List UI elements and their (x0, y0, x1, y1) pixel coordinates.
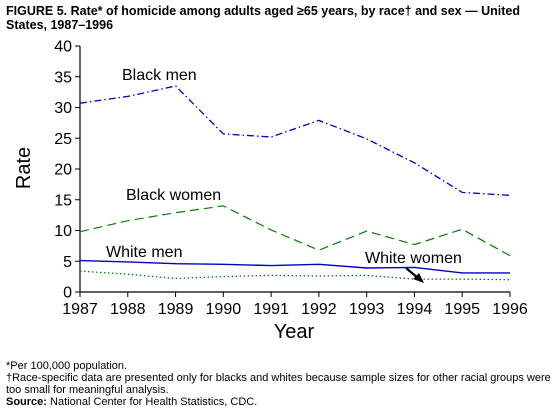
series-line-white-men (79, 259, 510, 274)
x-tick-label: 1987 (62, 301, 98, 318)
x-tick-label: 1995 (444, 301, 480, 318)
x-tick-label: 1993 (349, 301, 385, 318)
y-tick-label: 20 (54, 162, 72, 179)
figure-title: FIGURE 5. Rate* of homicide among adults… (6, 4, 520, 32)
series-line-black-women (79, 205, 511, 257)
series-label-black-women: Black women (126, 187, 221, 204)
series-labels: Black men Black women White men White women (106, 67, 462, 283)
line-chart: 0 5 10 15 20 25 30 35 40 1987 1988 1989 1990 1991 1992… (13, 39, 528, 344)
source-line: Source: National Center for Health Stati… (6, 396, 551, 408)
y-tick-label: 15 (54, 192, 72, 209)
series-line-black-men (79, 85, 511, 197)
x-tick-label: 1990 (206, 301, 242, 318)
source-label: Source: (6, 396, 47, 408)
white-women-pointer-arrowhead (413, 273, 424, 283)
y-tick-label: 10 (54, 223, 72, 240)
series-label-white-women: White women (365, 250, 462, 267)
footnote-per-population: *Per 100,000 population. (6, 360, 128, 372)
x-tick-label: 1989 (158, 301, 194, 318)
series-label-black-men: Black men (122, 67, 197, 84)
y-tick-label: 30 (54, 100, 72, 117)
x-tick-label: 1991 (253, 301, 289, 318)
y-tick-label: 0 (63, 285, 72, 302)
source-text: National Center for Health Statistics, C… (46, 396, 258, 408)
y-tick-label: 40 (54, 39, 72, 56)
series-label-white-men: White men (106, 244, 182, 261)
chart-axes: 0 5 10 15 20 25 30 35 40 1987 1988 1989 1990 1991 1992… (54, 39, 528, 319)
x-tick-label: 1994 (397, 301, 433, 318)
footnote-race: †Race-specific data are presented only f… (6, 372, 551, 396)
y-tick-label: 5 (63, 254, 72, 271)
series-line-white-women (79, 270, 511, 281)
x-tick-label: 1996 (492, 301, 528, 318)
x-tick-label: 1992 (301, 301, 337, 318)
x-axis-label: Year (274, 321, 315, 343)
y-axis-label: Rate (13, 147, 35, 189)
x-tick-label: 1988 (110, 301, 146, 318)
series-lines (79, 85, 511, 281)
y-tick-label: 25 (54, 131, 72, 148)
footnotes: *Per 100,000 population. †Race-specific … (6, 360, 551, 408)
y-tick-label: 35 (54, 69, 72, 86)
